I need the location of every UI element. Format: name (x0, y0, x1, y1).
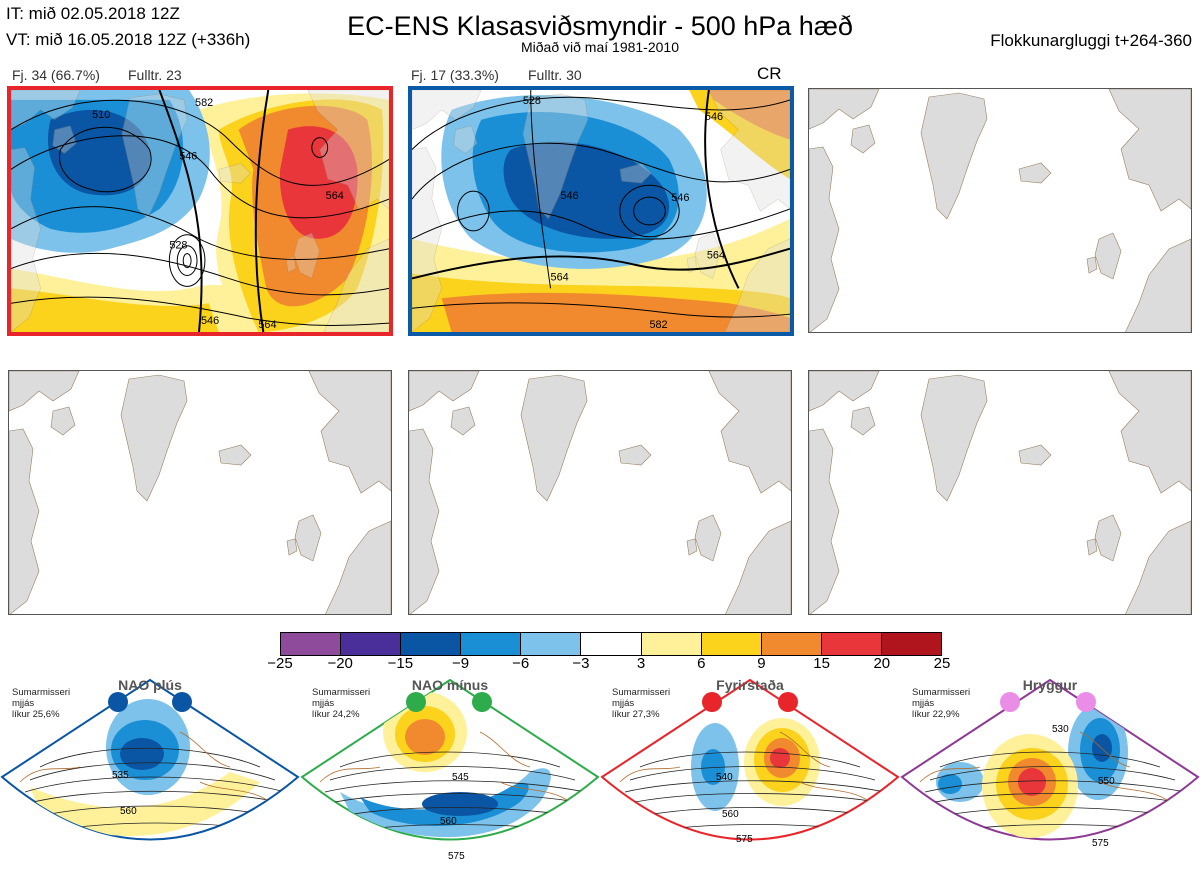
colorbar-swatch (461, 633, 522, 655)
colorbar-swatch (761, 633, 822, 655)
regime-name: NAO mínus (411, 677, 489, 693)
colorbar-swatch (281, 633, 342, 655)
colorbar-tick-label: −15 (387, 655, 414, 672)
colorbar-tick-label: −3 (572, 655, 590, 672)
regime-contour-label: 560 (722, 809, 739, 820)
colorbar-swatch (341, 633, 402, 655)
colorbar-swatch (401, 633, 462, 655)
contour-label: 546 (671, 192, 689, 204)
regime-name: Fyrirstaða (716, 677, 784, 693)
init-time: IT: mið 02.05.2018 12Z (6, 4, 180, 23)
contour-label: 564 (326, 190, 344, 202)
contour-label: 582 (195, 97, 213, 109)
regime-marker (778, 692, 798, 712)
regime-probability: Sumarmisseri mjjás líkur 22,9% (912, 687, 971, 720)
regime-contour-label: 575 (1092, 838, 1109, 849)
colorbar-tick-label: 9 (757, 655, 766, 672)
colorbar-tick-label: −20 (327, 655, 353, 672)
cluster-2-representative: Fulltr. 30 (528, 67, 582, 83)
regime-contour-label: 575 (736, 834, 753, 845)
colorbar-swatch (881, 633, 942, 655)
colorbar-tick-label: −6 (512, 655, 530, 672)
regime-marker (172, 692, 192, 712)
contour-label: 564 (551, 271, 569, 283)
regime-contour-label: 575 (448, 851, 465, 862)
page-title: EC-ENS Klasasviðsmyndir - 500 hPa hæð (347, 11, 853, 41)
regime-marker (108, 692, 128, 712)
regime-probability: Sumarmisseri mjjás líkur 24,2% (312, 687, 371, 720)
regime-contour-label: 545 (452, 772, 469, 783)
colorbar-swatch (641, 633, 702, 655)
regime-contour-label: 530 (1052, 724, 1069, 735)
colorbar-tick-label: −25 (267, 655, 293, 672)
empty-map-4 (8, 370, 392, 615)
colorbar-tick-label: 6 (697, 655, 706, 672)
colorbar-tick-label: 15 (813, 655, 830, 672)
regime-probability: Sumarmisseri mjjás líkur 27,3% (612, 687, 671, 720)
contour-label: 510 (92, 109, 110, 121)
contour-label: 546 (705, 111, 723, 123)
regime-marker (1076, 692, 1096, 712)
regime-nao-minus: 545 560 575 NAO mínus Sumarmisseri mjjás… (300, 672, 600, 871)
regime-contour-label: 550 (1098, 776, 1115, 787)
contour-label: 564 (707, 250, 725, 262)
cluster-2-count: Fj. 17 (33.3%) (411, 67, 499, 83)
contour-label: 546 (560, 190, 578, 202)
contour-label: 528 (523, 95, 541, 107)
regime-name: NAO plús (118, 677, 182, 693)
anomaly-colorbar (280, 632, 942, 656)
contour-label: 528 (169, 240, 187, 252)
colorbar-swatch (521, 633, 582, 655)
regime-contour-label: 560 (440, 816, 457, 827)
contour-label: 582 (649, 319, 667, 331)
colorbar-swatch (701, 633, 762, 655)
page-subtitle: Miðað við maí 1981-2010 (521, 39, 679, 55)
valid-time: VT: mið 16.05.2018 12Z (+336h) (6, 30, 251, 49)
regime-marker (406, 692, 426, 712)
regime-contour-label: 535 (112, 770, 129, 781)
classification-window: Flokkunargluggi t+264-360 (990, 31, 1192, 50)
cluster-1-map[interactable]: 510 528 546 546 564 564 582 (7, 86, 393, 336)
regime-probability: Sumarmisseri mjjás líkur 25,6% (12, 687, 71, 720)
colorbar-tick-label: 3 (636, 655, 646, 672)
cluster-2-regime-tag: CR (757, 64, 782, 83)
regime-contour-label: 560 (120, 806, 137, 817)
colorbar-tick-label: 25 (933, 655, 951, 672)
regime-ridge: 530 550 575 Hryggur Sumarmisseri mjjás l… (900, 672, 1200, 871)
contour-label: 546 (201, 315, 219, 327)
empty-map-3 (808, 88, 1192, 333)
regime-name: Hryggur (1022, 677, 1078, 693)
empty-map-5 (408, 370, 792, 615)
regime-marker (702, 692, 722, 712)
colorbar-tick-label: −9 (451, 655, 470, 672)
cluster-1-representative: Fulltr. 23 (128, 67, 182, 83)
regime-contour-label: 540 (716, 772, 733, 783)
colorbar-swatch (581, 633, 642, 655)
regime-marker (1000, 692, 1020, 712)
contour-label: 546 (179, 150, 197, 162)
cluster-2-map[interactable]: 528 546 546 546 564 564 582 (408, 86, 794, 336)
colorbar-swatch (821, 633, 882, 655)
contour-label: 564 (258, 319, 276, 331)
regime-marker (472, 692, 492, 712)
cluster-1-count: Fj. 34 (66.7%) (12, 67, 100, 83)
colorbar-tick-label: 20 (873, 655, 891, 672)
regime-nao-plus: 535 560 NAO plús Sumarmisseri mjjás líku… (0, 672, 300, 871)
empty-map-6 (808, 370, 1192, 615)
regime-blocking: 540 560 575 Fyrirstaða Sumarmisseri mjjá… (600, 672, 900, 871)
